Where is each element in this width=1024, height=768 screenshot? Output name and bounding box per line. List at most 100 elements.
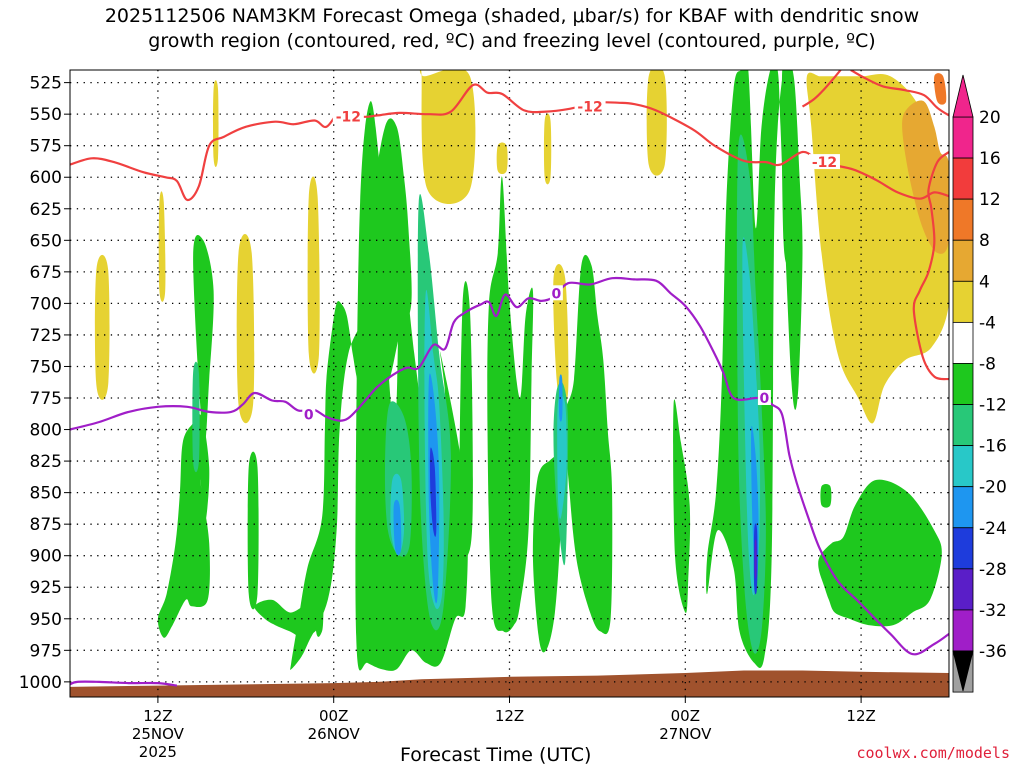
colorbar-bin bbox=[952, 280, 974, 323]
colorbar-label: -36 bbox=[979, 642, 1007, 662]
credit-text: coolwx.com/models bbox=[856, 744, 1010, 762]
y-tick-label: 775 bbox=[30, 389, 62, 409]
omega-region bbox=[487, 176, 534, 633]
y-tick-label: 675 bbox=[30, 263, 62, 283]
omega-region bbox=[247, 451, 259, 610]
title-line-1: 2025112506 NAM3KM Forecast Omega (shaded… bbox=[104, 5, 920, 27]
omega-region bbox=[94, 254, 110, 400]
title-line-2: growth region (contoured, red, ºC) and f… bbox=[148, 30, 876, 52]
colorbar-bin bbox=[952, 404, 974, 447]
y-tick-label: 850 bbox=[30, 484, 62, 504]
x-tick-label: 2025 bbox=[139, 743, 177, 761]
colorbar-label: -28 bbox=[979, 560, 1007, 580]
y-tick-label: 950 bbox=[30, 610, 62, 630]
contour-label: 0 bbox=[304, 407, 314, 423]
colorbar-bin bbox=[952, 527, 974, 570]
omega-region bbox=[543, 113, 552, 185]
colorbar-bin bbox=[952, 198, 974, 241]
contour-label-bg bbox=[574, 98, 606, 114]
omega-region bbox=[158, 191, 166, 302]
colorbar-label: 12 bbox=[979, 190, 1001, 210]
omega-region bbox=[565, 254, 613, 635]
colorbar-label: 20 bbox=[979, 108, 1001, 128]
contour-label-bg bbox=[302, 406, 316, 422]
colorbar: 20 16 12 8 4 -4 -8 -12 -16 -20 -24 -28 -32 -36 bbox=[952, 74, 1007, 693]
y-tick-label: 625 bbox=[30, 200, 62, 220]
colorbar-bin bbox=[952, 486, 974, 529]
colorbar-top-arrow bbox=[952, 74, 974, 118]
contour-label: -12 bbox=[812, 155, 837, 171]
omega-region bbox=[532, 455, 562, 653]
omega-region bbox=[820, 483, 832, 508]
omega-region bbox=[419, 70, 476, 204]
dendritic-contour bbox=[801, 70, 842, 108]
omega-region bbox=[496, 142, 508, 175]
y-tick-label: 750 bbox=[30, 357, 62, 377]
x-tick-label: 25NOV bbox=[132, 725, 185, 743]
colorbar-label: -32 bbox=[979, 601, 1007, 621]
y-tick-label: 600 bbox=[30, 168, 62, 188]
omega-region bbox=[754, 539, 757, 579]
y-tick-label: 925 bbox=[30, 578, 62, 598]
colorbar-bottom-arrow bbox=[952, 650, 974, 692]
y-tick-label: 1000 bbox=[19, 673, 62, 693]
omega-region bbox=[818, 479, 942, 627]
dendritic-contour bbox=[850, 70, 949, 117]
x-tick-label: 12Z bbox=[143, 707, 172, 725]
y-axis: 525 550 575 600 625 650 675 700 725 750 775 800 825 8… bbox=[19, 74, 70, 693]
colorbar-label: 16 bbox=[979, 149, 1001, 169]
grid bbox=[70, 70, 949, 697]
colorbar-bin bbox=[952, 116, 974, 159]
omega-region bbox=[236, 234, 255, 424]
colorbar-label: -4 bbox=[979, 313, 996, 333]
colorbar-label: -20 bbox=[979, 478, 1007, 498]
freezing-level-contour bbox=[70, 276, 949, 656]
colorbar-bin bbox=[952, 568, 974, 611]
colorbar-bin bbox=[952, 157, 974, 200]
colorbar-bin bbox=[952, 609, 974, 652]
omega-region bbox=[557, 394, 567, 519]
omega-region bbox=[781, 70, 793, 264]
omega-region bbox=[307, 176, 320, 374]
colorbar-label: -24 bbox=[979, 519, 1007, 539]
contour-label: -12 bbox=[577, 100, 602, 116]
x-tick-label: 00Z bbox=[671, 707, 700, 725]
y-tick-label: 875 bbox=[30, 515, 62, 535]
colorbar-label: 8 bbox=[979, 231, 990, 251]
x-tick-label: 27NOV bbox=[659, 725, 712, 743]
colorbar-bin bbox=[952, 321, 974, 364]
colorbar-bin bbox=[952, 239, 974, 282]
x-tick-label: 12Z bbox=[495, 707, 524, 725]
y-tick-label: 650 bbox=[30, 231, 62, 251]
freezing-level-contour bbox=[70, 680, 178, 687]
contour-label: 0 bbox=[760, 391, 770, 407]
omega-region bbox=[193, 234, 214, 447]
omega-region bbox=[429, 447, 437, 537]
omega-region bbox=[213, 80, 219, 167]
omega-region bbox=[902, 100, 949, 254]
y-tick-label: 825 bbox=[30, 452, 62, 472]
colorbar-label: -16 bbox=[979, 437, 1007, 457]
y-tick-label: 550 bbox=[30, 105, 62, 125]
x-tick-label: 26NOV bbox=[308, 725, 361, 743]
colorbar-bin bbox=[952, 363, 974, 405]
contours: -12 -12 -12 0 0 0 bbox=[70, 70, 949, 687]
x-tick-label: 00Z bbox=[319, 707, 348, 725]
y-tick-label: 725 bbox=[30, 326, 62, 346]
y-tick-label: 525 bbox=[30, 74, 62, 94]
x-tick-label: 12Z bbox=[846, 707, 875, 725]
contour-label: -12 bbox=[336, 110, 361, 126]
y-tick-label: 575 bbox=[30, 137, 62, 157]
omega-region bbox=[459, 281, 473, 559]
omega-region bbox=[646, 70, 667, 176]
colorbar-label: 4 bbox=[979, 272, 990, 292]
contour-label-bg bbox=[808, 154, 840, 170]
y-tick-label: 900 bbox=[30, 547, 62, 567]
contour-label: 0 bbox=[552, 286, 562, 302]
dendritic-contour bbox=[912, 151, 949, 381]
omega-region bbox=[393, 499, 402, 555]
chart-title: 2025112506 NAM3KM Forecast Omega (shaded… bbox=[0, 4, 1024, 54]
y-tick-label: 800 bbox=[30, 421, 62, 441]
terrain-fill bbox=[70, 670, 949, 697]
